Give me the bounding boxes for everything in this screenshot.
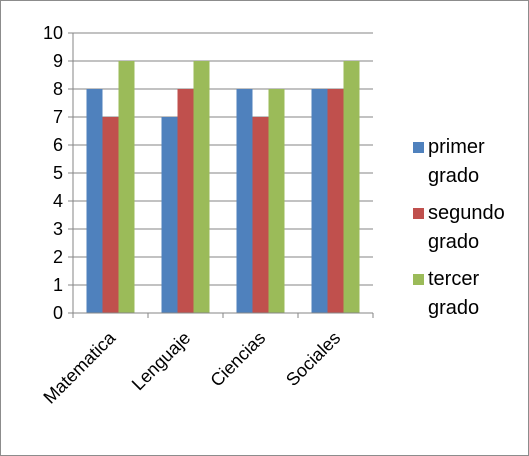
y-tick-label: 3: [53, 219, 63, 239]
legend-swatch-segundo-grado: [413, 208, 424, 219]
legend-label-segundo-grado: segundo grado: [428, 202, 505, 253]
bar-primer-grado-ciencias: [236, 89, 253, 313]
y-tick-label: 9: [53, 51, 63, 71]
legend-item-tercer-grado: tercer grado: [413, 265, 528, 323]
y-tick-label: 10: [43, 23, 63, 43]
y-tick-label: 0: [53, 303, 63, 323]
y-tick-label: 2: [53, 247, 63, 267]
legend-item-segundo-grado: segundo grado: [413, 199, 528, 257]
bar-primer-grado-sociales: [311, 89, 328, 313]
y-tick-label: 8: [53, 79, 63, 99]
chart-legend: primer grado segundo grado tercer grado: [413, 133, 528, 331]
legend-label-primer-grado: primer grado: [428, 136, 485, 187]
bar-primer-grado-lenguaje: [161, 117, 178, 313]
y-tick-label: 5: [53, 163, 63, 183]
x-tick-label: Sociales: [282, 328, 344, 390]
legend-item-primer-grado: primer grado: [413, 133, 528, 191]
legend-swatch-primer-grado: [413, 142, 424, 153]
x-tick-label: Lenguaje: [128, 328, 195, 395]
bar-segundo-grado-sociales: [327, 89, 344, 313]
y-tick-label: 7: [53, 107, 63, 127]
y-tick-label: 1: [53, 275, 63, 295]
bar-primer-grado-matematica: [86, 89, 103, 313]
bar-tercer-grado-matematica: [118, 61, 135, 313]
bar-segundo-grado-matematica: [102, 117, 119, 313]
bar-tercer-grado-sociales: [343, 61, 360, 313]
y-tick-label: 4: [53, 191, 63, 211]
legend-label-tercer-grado: tercer grado: [428, 268, 480, 319]
bar-tercer-grado-lenguaje: [193, 61, 210, 313]
y-tick-label: 6: [53, 135, 63, 155]
bar-segundo-grado-lenguaje: [177, 89, 194, 313]
bar-segundo-grado-ciencias: [252, 117, 269, 313]
x-tick-label: Ciencias: [206, 328, 269, 391]
x-tick-label: Matematica: [39, 327, 120, 408]
legend-swatch-tercer-grado: [413, 274, 424, 285]
bar-tercer-grado-ciencias: [268, 89, 285, 313]
